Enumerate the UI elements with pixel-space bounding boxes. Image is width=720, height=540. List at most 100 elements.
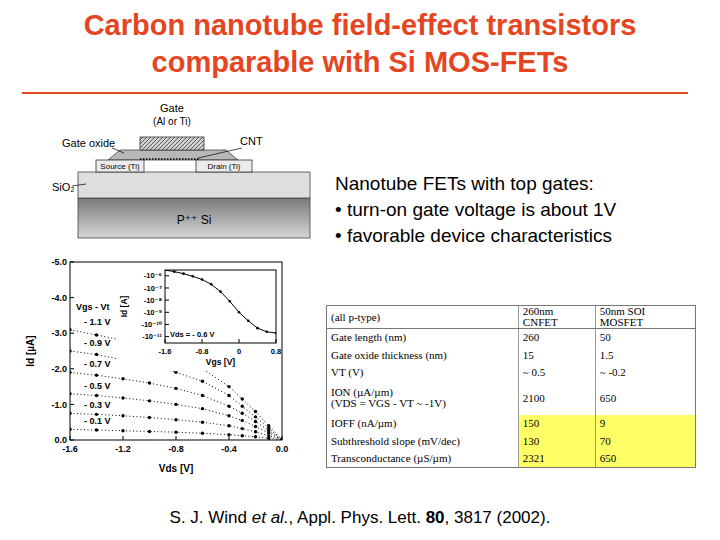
table-row: Gate oxide thickness (nm)151.5 [327,346,695,363]
data-point [201,407,204,410]
y-tick [165,336,169,337]
y-tick [70,404,74,405]
data-point [227,414,230,417]
table-row: VT (V)~ 0.5~ -0.2 [327,364,695,381]
data-point [280,438,282,440]
citation-part: et al. [252,508,289,527]
data-point [247,320,250,323]
data-point [121,429,124,432]
data-point [95,374,98,377]
y-tick [70,368,74,369]
series-line [165,270,276,333]
data-point [201,394,204,397]
data-point [280,438,282,440]
data-point [121,414,124,417]
y-axis-label: Id [A] [119,295,129,317]
data-point [241,427,244,430]
inset-chart: -10⁻⁶-10⁻⁷-10⁻⁸-10⁻⁹-10⁻¹⁰-10⁻¹¹-1.6-0.8… [118,263,281,371]
x-tick [176,436,177,440]
data-point [227,404,230,407]
data-point [238,311,241,314]
x-tick [276,339,277,343]
data-point [267,437,270,440]
citation-part: S. J. Wind [170,508,252,527]
data-point [265,330,268,333]
table-cell: 9 [595,415,695,432]
plot-frame [165,270,276,343]
series-label: - 0.7 V [84,359,111,369]
y-tick [165,312,169,313]
data-point [174,403,177,406]
title: Carbon nanotube field-effect transistors [84,9,637,41]
series-line [70,429,282,440]
data-point [191,275,194,278]
source-contact [96,160,144,172]
data-point [174,371,177,374]
y-tick [165,300,169,301]
y-tick-label: -10⁻⁶ [144,271,162,280]
table-cell: 50 [595,329,695,347]
table-cell: 15 [518,346,595,363]
data-point [70,428,72,431]
citation: S. J. Wind et al., Appl. Phys. Lett. 80,… [170,508,551,527]
table-cell: IOFF (nA/µm) [327,415,518,432]
series-line [70,372,282,440]
y-tick [70,440,74,441]
label: SiO₂ [52,181,75,193]
table-cell: ION (µA/µm) (VDS = VGS - VT ~ -1V) [327,381,518,415]
substrate [78,198,310,238]
label: Gate [160,102,184,114]
data-point [95,428,98,431]
data-point [254,420,257,423]
y-tick [165,287,169,288]
table-header: (all p-type)260nm CNFET50nm SOI MOSFET [327,306,695,329]
data-point [165,270,166,271]
data-point [219,290,222,293]
data-point [254,430,257,433]
y-axis-label: Id [µA] [25,335,36,366]
x-tick-label: -1.6 [159,347,172,356]
data-point [201,278,204,281]
device-diagram: Gate(Al or Ti)Gate oxideCNTSiO₂Source (T… [52,102,310,238]
data-point [227,433,230,436]
data-point [254,410,257,413]
table-cell: Gate length (nm) [327,329,518,347]
title: comparable with Si MOS-FETs [152,46,569,78]
x-tick-label: 0 [237,347,241,356]
series-label: - 0.3 V [84,400,111,410]
table-row: Transconductance (µS/µm)2321650 [327,450,695,467]
data-point [201,380,204,383]
data-point [280,438,282,440]
x-tick-label: -0.8 [196,347,209,356]
table-row: Gate length (nm)26050 [327,329,695,347]
leader [72,184,86,186]
y-tick-label: -10⁻⁸ [144,296,163,305]
citation-part: , Appl. Phys. Lett. [289,508,426,527]
data-point [210,283,213,286]
data-point [201,421,204,424]
data-point [95,353,98,356]
data-point [227,394,230,397]
data-point [241,412,244,415]
table-cell: 1.5 [595,346,695,363]
data-point [254,425,257,428]
data-point [254,435,257,438]
y-tick [165,324,169,325]
data-point [241,434,244,437]
data-point [70,412,72,415]
table-frame: (all p-type)260nm CNFET50nm SOI MOSFETGa… [326,305,696,468]
data-point [227,424,230,427]
data-point [95,394,98,397]
data-point [228,300,231,303]
table-cell: 70 [595,433,695,450]
data-point [148,399,151,402]
y-tick-label: -1.0 [51,400,67,410]
note-bullet: • favorable device characteristics [335,225,612,246]
drain-contact [196,160,252,172]
table-row: Subthreshold slope (mV/dec)13070 [327,433,695,450]
x-tick-label: -0.4 [221,444,237,454]
x-tick-label: 0.8 [271,347,281,356]
annotation: Vgs - Vt [76,302,110,312]
citation-part: 80 [426,508,445,527]
note-heading: Nanotube FETs with top gates: [335,173,594,194]
